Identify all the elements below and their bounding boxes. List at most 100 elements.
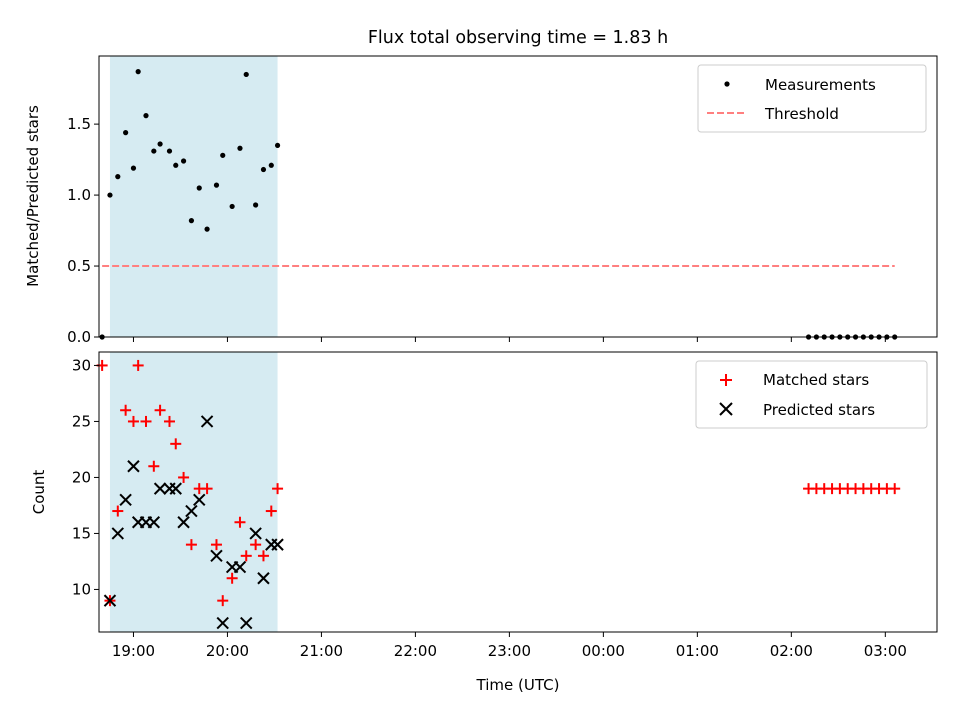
predicted-star-point bbox=[257, 572, 270, 585]
matched-star-point bbox=[154, 404, 166, 416]
measurement-point bbox=[268, 162, 274, 168]
measurement-point bbox=[196, 185, 202, 191]
measurement-point bbox=[243, 71, 249, 78]
matched-star-point bbox=[120, 404, 132, 416]
predicted-star-point bbox=[127, 460, 140, 473]
matched-star-point bbox=[163, 415, 175, 427]
x-tick-label: 22:00 bbox=[394, 642, 437, 660]
predicted-star-point bbox=[177, 516, 190, 529]
bottom-shaded-region bbox=[109, 352, 278, 632]
matched-star-point bbox=[132, 359, 144, 371]
measurement-point bbox=[115, 174, 121, 180]
measurement-point bbox=[135, 69, 141, 75]
matched-star-point bbox=[265, 505, 277, 517]
matched-star-point bbox=[178, 471, 190, 483]
measurement-point bbox=[253, 202, 259, 208]
y-tick-label: 0.0 bbox=[67, 328, 91, 346]
y-tick-label: 10 bbox=[72, 580, 91, 598]
x-tick-label: 19:00 bbox=[112, 642, 155, 660]
measurement-point bbox=[260, 166, 267, 173]
x-tick-label: 01:00 bbox=[676, 642, 719, 660]
x-tick-label: 20:00 bbox=[206, 642, 249, 660]
x-tick-label: 03:00 bbox=[864, 642, 907, 660]
measurement-point bbox=[220, 152, 226, 158]
legend-matched-marker bbox=[720, 374, 732, 386]
measurement-point bbox=[107, 192, 113, 198]
legend-matched-label: Matched stars bbox=[763, 371, 869, 389]
top-legend-box bbox=[697, 64, 927, 133]
top-legend: Measurements Threshold bbox=[697, 64, 927, 133]
legend-measurements-marker bbox=[724, 81, 730, 87]
bottom-x-axis: 19:00 20:00 21:00 22:00 23:00 00:00 01:00 02:00… bbox=[112, 632, 907, 660]
y-tick-label: 30 bbox=[72, 356, 91, 374]
measurement-point bbox=[143, 113, 149, 119]
y-tick-label: 0.5 bbox=[67, 257, 91, 275]
measurement-point bbox=[274, 142, 281, 149]
predicted-star-point bbox=[169, 482, 182, 495]
predicted-star-point bbox=[111, 527, 125, 540]
y-tick-label: 15 bbox=[72, 524, 91, 542]
predicted-star-point bbox=[193, 493, 206, 507]
top-shaded-region bbox=[109, 56, 278, 337]
legend-measurements-label: Measurements bbox=[765, 76, 876, 94]
predicted-star-point bbox=[185, 504, 198, 518]
top-y-axis-label: Matched/Predicted stars bbox=[24, 105, 42, 287]
predicted-star-point bbox=[103, 594, 117, 607]
bottom-legend-box bbox=[695, 360, 928, 429]
matched-star-point bbox=[217, 595, 229, 607]
predicted-star-point bbox=[147, 516, 161, 529]
y-tick-label: 25 bbox=[72, 412, 91, 430]
bottom-legend: Matched stars Predicted stars bbox=[695, 360, 928, 429]
predicted-star-point bbox=[119, 493, 132, 507]
measurement-point bbox=[180, 158, 187, 164]
bottom-y-axis: 10 15 20 25 30 bbox=[72, 356, 99, 598]
x-tick-label: 23:00 bbox=[488, 642, 531, 660]
top-x-ticks bbox=[132, 337, 886, 342]
legend-predicted-label: Predicted stars bbox=[763, 401, 875, 419]
predicted-star-point bbox=[249, 527, 262, 540]
measurement-point bbox=[166, 148, 173, 154]
matched-star-point bbox=[127, 415, 139, 427]
bottom-panel: 10 15 20 25 30 19:00 20:00 21:00 22:00 23:00 00:0… bbox=[30, 351, 938, 694]
bottom-plot-frame bbox=[98, 351, 938, 633]
bottom-points bbox=[96, 359, 901, 630]
matched-star-point bbox=[272, 483, 284, 495]
predicted-star-point bbox=[153, 482, 167, 495]
top-points bbox=[99, 69, 898, 340]
top-panel: 0.0 0.5 1.0 1.5 Matched/Predicted stars Mea… bbox=[24, 55, 938, 346]
bottom-y-axis-label: Count bbox=[30, 470, 48, 515]
top-y-axis: 0.0 0.5 1.0 1.5 bbox=[67, 115, 99, 346]
x-tick-label: 21:00 bbox=[300, 642, 343, 660]
matched-star-point bbox=[170, 438, 182, 450]
predicted-star-point bbox=[210, 549, 223, 563]
measurement-point bbox=[173, 162, 179, 168]
matched-star-point bbox=[140, 415, 152, 427]
matched-star-point bbox=[210, 539, 222, 551]
top-plot-frame bbox=[98, 55, 938, 338]
x-tick-label: 02:00 bbox=[770, 642, 813, 660]
measurement-point bbox=[213, 182, 220, 188]
measurement-point bbox=[204, 226, 210, 232]
y-tick-label: 1.0 bbox=[67, 186, 91, 204]
measurement-point bbox=[151, 148, 157, 154]
matched-star-point bbox=[148, 460, 160, 472]
measurement-point bbox=[123, 130, 129, 136]
measurement-point bbox=[157, 141, 163, 147]
measurement-point bbox=[237, 145, 243, 151]
x-tick-label: 00:00 bbox=[582, 642, 625, 660]
predicted-star-point bbox=[233, 560, 247, 574]
matched-star-point bbox=[257, 550, 269, 562]
predicted-star-point bbox=[200, 415, 214, 428]
matched-star-point bbox=[226, 572, 238, 584]
measurement-point bbox=[229, 203, 235, 210]
y-tick-label: 1.5 bbox=[67, 115, 91, 133]
legend-threshold-label: Threshold bbox=[764, 105, 839, 123]
measurement-point bbox=[188, 218, 195, 224]
matched-star-point bbox=[889, 483, 901, 495]
matched-star-point bbox=[112, 505, 124, 517]
matched-star-point bbox=[240, 550, 252, 562]
matched-star-point bbox=[185, 539, 197, 551]
matched-star-point bbox=[234, 516, 246, 528]
x-axis-label: Time (UTC) bbox=[476, 676, 560, 694]
